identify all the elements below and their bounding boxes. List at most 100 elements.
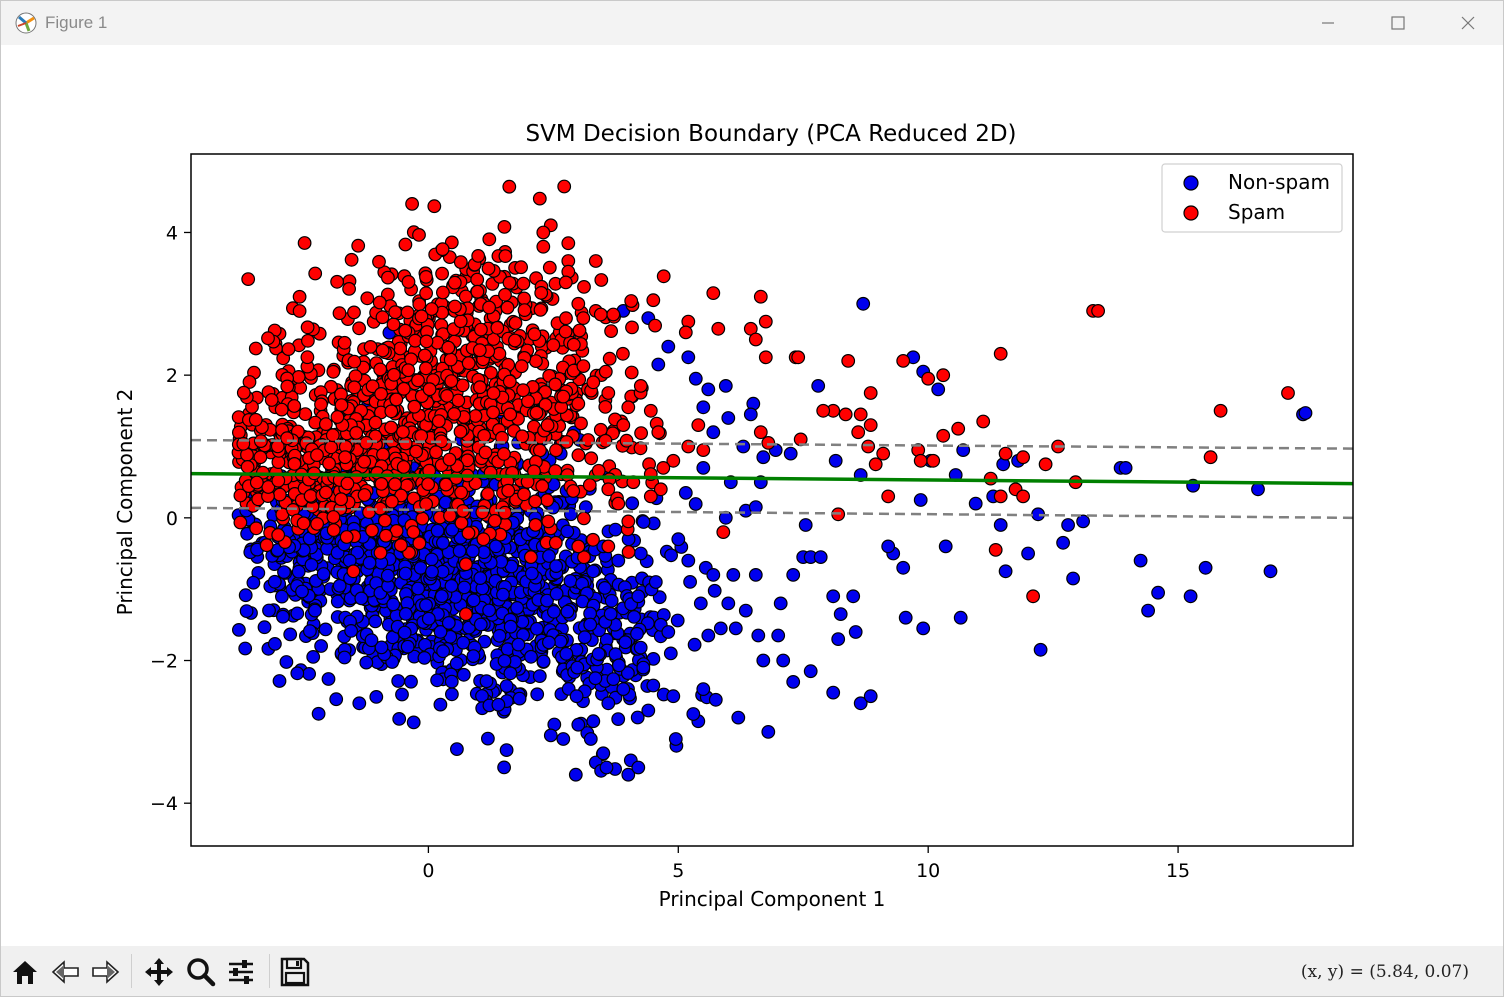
data-point xyxy=(373,362,388,377)
data-point xyxy=(450,742,464,756)
data-point xyxy=(503,666,518,681)
close-button[interactable] xyxy=(1433,1,1503,45)
data-point xyxy=(803,664,818,679)
data-point xyxy=(597,581,612,595)
data-point xyxy=(233,488,248,503)
data-point xyxy=(279,655,294,669)
data-point xyxy=(664,548,678,563)
data-point xyxy=(401,274,416,289)
data-point xyxy=(347,305,361,320)
data-point xyxy=(456,667,471,682)
data-point xyxy=(586,564,600,579)
data-point xyxy=(444,235,459,250)
data-point xyxy=(447,275,462,290)
data-point xyxy=(624,294,639,308)
data-point xyxy=(248,341,263,356)
data-point xyxy=(457,580,472,595)
data-point xyxy=(681,439,696,454)
data-point xyxy=(738,603,753,618)
data-point xyxy=(876,446,891,461)
data-point xyxy=(375,310,390,325)
data-point xyxy=(281,342,296,357)
data-point xyxy=(681,350,696,365)
x-tick-label: 10 xyxy=(916,860,940,882)
data-point xyxy=(1141,603,1155,618)
y-tick-label: 2 xyxy=(166,365,178,387)
data-point xyxy=(384,404,399,419)
data-point xyxy=(691,418,706,433)
data-point xyxy=(718,379,733,393)
forward-button[interactable] xyxy=(87,954,123,990)
data-point xyxy=(369,690,384,704)
data-point xyxy=(631,760,646,775)
save-button[interactable] xyxy=(277,954,313,990)
zoom-icon xyxy=(187,958,216,987)
data-point xyxy=(308,266,323,281)
data-point xyxy=(502,374,517,389)
data-point xyxy=(386,597,401,612)
data-point xyxy=(1021,546,1035,561)
data-point xyxy=(408,333,423,348)
data-point xyxy=(453,255,468,270)
data-point xyxy=(405,196,420,211)
configure-subplots-button[interactable] xyxy=(223,954,259,990)
data-point xyxy=(656,461,671,475)
data-point xyxy=(791,350,806,365)
data-point xyxy=(387,367,401,382)
data-point xyxy=(257,620,272,635)
data-point xyxy=(611,496,626,511)
data-point xyxy=(448,299,462,314)
data-point xyxy=(731,710,746,725)
data-point xyxy=(396,460,411,474)
data-point xyxy=(330,274,345,289)
home-button[interactable] xyxy=(7,954,43,990)
scatter-chart[interactable]: SVM Decision Boundary (PCA Reduced 2D) 0… xyxy=(1,45,1503,946)
data-point xyxy=(332,306,347,321)
chart-title: SVM Decision Boundary (PCA Reduced 2D) xyxy=(525,121,1016,147)
data-point xyxy=(636,660,651,675)
data-point xyxy=(616,418,631,433)
data-point xyxy=(481,261,496,276)
data-point xyxy=(570,660,585,675)
data-point xyxy=(375,343,390,358)
zoom-button[interactable] xyxy=(183,954,219,990)
y-axis-label: Principal Component 2 xyxy=(113,389,137,616)
data-point xyxy=(528,518,543,532)
data-point xyxy=(430,673,445,688)
data-point xyxy=(326,523,341,538)
data-point xyxy=(424,302,439,316)
data-point xyxy=(558,275,573,290)
data-point xyxy=(688,497,703,511)
data-point xyxy=(536,654,551,669)
pan-button[interactable] xyxy=(141,954,177,990)
data-point xyxy=(596,746,611,761)
data-point xyxy=(486,405,501,420)
data-point xyxy=(1151,585,1165,600)
minimize-button[interactable] xyxy=(1293,1,1363,45)
data-point xyxy=(360,291,375,306)
data-point xyxy=(612,658,626,673)
data-point xyxy=(541,514,556,529)
data-point xyxy=(938,539,953,554)
back-button[interactable] xyxy=(48,954,84,990)
data-point xyxy=(728,621,743,636)
data-point xyxy=(429,445,443,460)
data-point xyxy=(663,646,678,661)
data-point xyxy=(661,339,676,354)
data-point xyxy=(421,477,436,492)
data-point xyxy=(300,320,315,335)
data-point xyxy=(758,350,773,365)
data-point xyxy=(625,320,639,335)
data-point xyxy=(302,667,317,681)
data-point xyxy=(631,589,646,604)
figure-canvas[interactable]: SVM Decision Boundary (PCA Reduced 2D) 0… xyxy=(1,45,1503,946)
data-point xyxy=(444,374,459,389)
data-point xyxy=(480,487,495,501)
data-point xyxy=(571,296,586,311)
data-point xyxy=(953,610,968,625)
data-point xyxy=(325,428,340,443)
maximize-button[interactable] xyxy=(1363,1,1433,45)
data-point xyxy=(524,649,538,664)
data-point xyxy=(863,689,878,704)
data-point xyxy=(434,589,449,603)
